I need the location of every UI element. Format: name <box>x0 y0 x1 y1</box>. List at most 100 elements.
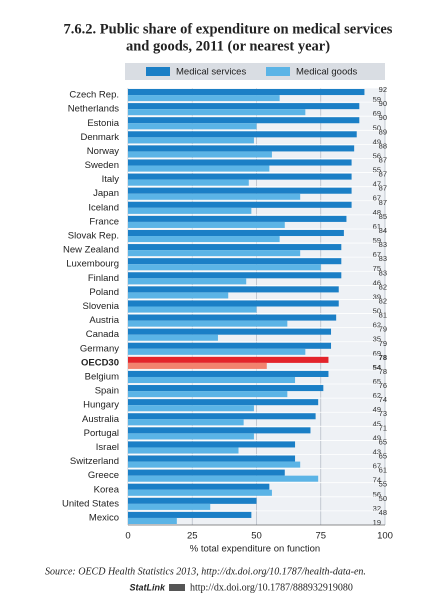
value-label: 55 <box>373 166 381 175</box>
bar <box>128 250 301 257</box>
value-label: 45 <box>373 419 381 428</box>
value-label: 39 <box>373 292 381 301</box>
bar <box>128 328 332 335</box>
bar <box>128 258 342 265</box>
x-tick-label: 0 <box>125 531 130 542</box>
value-label: 90 <box>379 99 387 108</box>
bar <box>128 103 360 110</box>
value-label: 88 <box>379 141 387 150</box>
value-label: 84 <box>379 226 387 235</box>
chart-subtitle: and goods, 2011 (or nearest year) <box>126 38 330 54</box>
value-label: 92 <box>379 85 387 94</box>
bar <box>128 159 352 166</box>
y-tick-label: Australia <box>82 414 120 425</box>
bar <box>128 137 254 144</box>
statlink-label: StatLink <box>129 582 165 592</box>
y-tick-label: Norway <box>87 146 119 157</box>
bar <box>128 391 288 398</box>
value-label: 82 <box>379 296 387 305</box>
bar <box>128 179 249 186</box>
y-tick-label: Portugal <box>84 428 119 439</box>
bar <box>128 433 254 440</box>
value-label: 54 <box>373 363 382 372</box>
value-label: 76 <box>379 381 387 390</box>
value-label: 79 <box>379 339 387 348</box>
bar <box>128 187 352 194</box>
value-label: 74 <box>373 476 381 485</box>
bar <box>128 236 280 243</box>
y-tick-label: Germany <box>80 343 119 354</box>
y-tick-label: Iceland <box>88 202 119 213</box>
value-label: 83 <box>379 268 387 277</box>
value-label: 48 <box>373 208 381 217</box>
y-tick-label: Slovak Rep. <box>68 231 119 242</box>
value-label: 61 <box>379 466 387 475</box>
bar <box>128 300 339 307</box>
value-label: 43 <box>373 447 381 456</box>
bar <box>128 95 280 102</box>
value-label: 75 <box>373 264 381 273</box>
bar <box>128 207 252 214</box>
value-label: 67 <box>373 250 381 259</box>
bar <box>128 483 270 490</box>
bar <box>128 109 306 116</box>
y-tick-label: Austria <box>89 315 119 326</box>
bar <box>128 370 329 377</box>
bar <box>128 348 306 355</box>
bar <box>128 342 332 349</box>
bar <box>128 385 324 392</box>
y-tick-label: Estonia <box>87 118 119 129</box>
x-tick-label: 100 <box>377 531 393 542</box>
x-axis-label: % total expenditure on function <box>190 544 320 555</box>
bar <box>128 413 316 420</box>
value-label: 49 <box>373 405 381 414</box>
y-tick-label: Korea <box>94 484 120 495</box>
bar <box>128 399 319 406</box>
value-label: 59 <box>373 236 381 245</box>
value-label: 69 <box>373 109 381 118</box>
value-label: 47 <box>373 180 381 189</box>
value-label: 56 <box>373 490 381 499</box>
y-tick-label: Luxembourg <box>66 259 119 270</box>
value-label: 78 <box>379 367 387 376</box>
bar <box>128 286 339 293</box>
value-label: 62 <box>373 391 381 400</box>
value-label: 65 <box>379 452 387 461</box>
legend-label: Medical goods <box>296 67 358 78</box>
bar <box>128 131 357 138</box>
bar <box>128 264 321 271</box>
value-label: 32 <box>373 504 381 513</box>
y-tick-label: Denmark <box>80 132 119 143</box>
value-label: 79 <box>379 325 387 334</box>
value-label: 71 <box>379 423 387 432</box>
legend-label: Medical services <box>176 67 246 78</box>
bar <box>128 201 352 208</box>
value-label: 50 <box>373 307 381 316</box>
bar <box>128 278 247 285</box>
statlink-url: http://dx.doi.org/10.1787/888932919080 <box>190 582 353 593</box>
y-tick-label: Israel <box>96 442 119 453</box>
value-label: 55 <box>379 480 387 489</box>
bar <box>128 441 296 448</box>
y-tick-label: Poland <box>89 287 119 298</box>
bar <box>128 511 252 518</box>
y-tick-label: France <box>89 216 119 227</box>
y-tick-label: Italy <box>102 174 120 185</box>
value-label: 82 <box>379 282 387 291</box>
bar <box>128 503 211 510</box>
bar <box>128 356 329 363</box>
bar <box>128 461 301 468</box>
bar <box>128 405 254 412</box>
bar <box>128 419 244 426</box>
value-label: 46 <box>373 278 381 287</box>
bar <box>128 497 257 504</box>
x-tick-label: 25 <box>187 531 198 542</box>
value-label: 62 <box>373 321 381 330</box>
y-tick-label: Switzerland <box>70 456 119 467</box>
bar <box>128 489 272 496</box>
bar <box>128 469 285 476</box>
value-label: 56 <box>373 151 381 160</box>
bar <box>128 314 337 321</box>
bar <box>128 455 296 462</box>
value-label: 85 <box>379 212 387 221</box>
